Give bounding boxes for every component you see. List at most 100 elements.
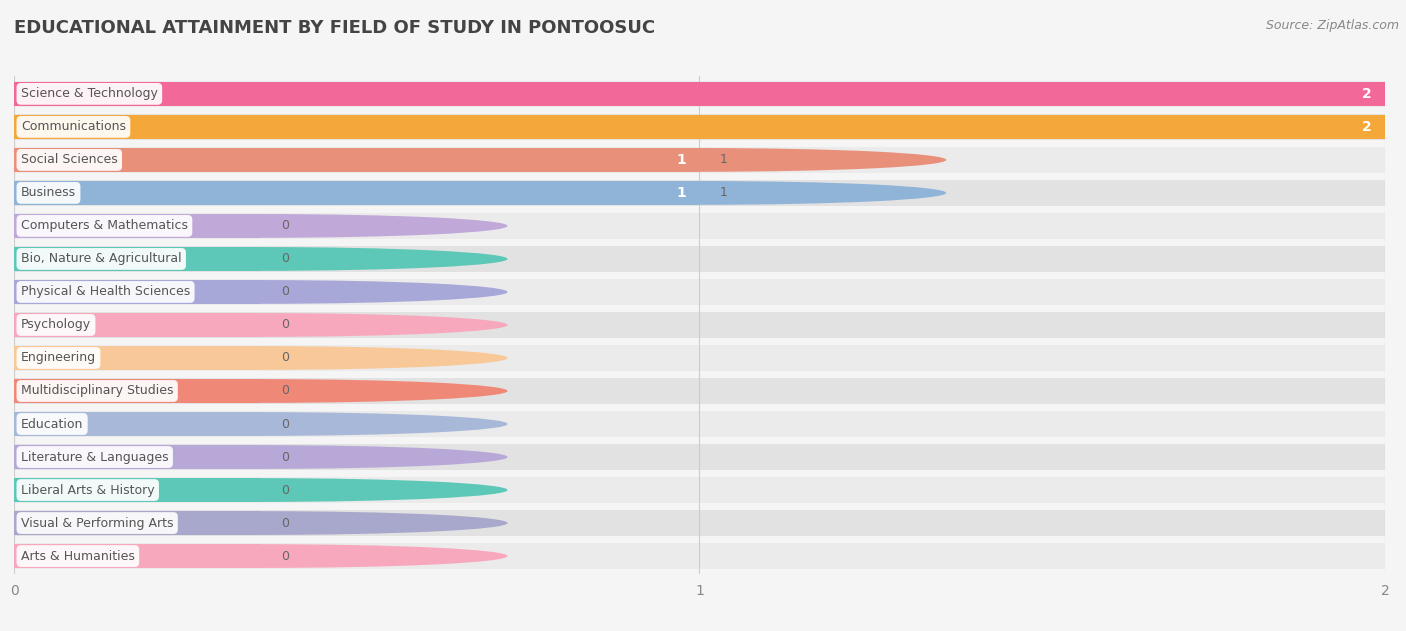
Text: Engineering: Engineering <box>21 351 96 365</box>
Text: Business: Business <box>21 186 76 199</box>
Circle shape <box>14 280 508 304</box>
Circle shape <box>1139 82 1406 106</box>
Bar <box>14 412 262 436</box>
Circle shape <box>0 445 262 469</box>
Circle shape <box>0 444 281 470</box>
Text: Communications: Communications <box>21 121 127 133</box>
Bar <box>14 81 1385 107</box>
Circle shape <box>0 115 262 139</box>
Circle shape <box>14 313 508 337</box>
Circle shape <box>14 544 508 568</box>
Text: 0: 0 <box>281 550 290 563</box>
Circle shape <box>0 379 262 403</box>
Circle shape <box>1118 411 1406 437</box>
Text: Science & Technology: Science & Technology <box>21 87 157 100</box>
Circle shape <box>0 312 281 338</box>
Bar <box>14 313 262 337</box>
Text: 0: 0 <box>281 483 290 497</box>
Text: 0: 0 <box>281 517 290 529</box>
Bar <box>14 247 262 271</box>
Circle shape <box>0 345 281 371</box>
Text: Arts & Humanities: Arts & Humanities <box>21 550 135 563</box>
Circle shape <box>453 148 946 172</box>
Circle shape <box>1118 510 1406 536</box>
Bar <box>14 246 1385 272</box>
Circle shape <box>1118 81 1406 107</box>
Text: 0: 0 <box>281 319 290 331</box>
Circle shape <box>1118 114 1406 139</box>
Bar <box>14 510 1385 536</box>
Circle shape <box>0 148 262 172</box>
Bar <box>14 181 700 205</box>
Text: 0: 0 <box>281 220 290 232</box>
Circle shape <box>0 412 262 436</box>
Circle shape <box>14 478 508 502</box>
Text: Multidisciplinary Studies: Multidisciplinary Studies <box>21 384 173 398</box>
Circle shape <box>14 511 508 535</box>
Circle shape <box>14 346 508 370</box>
Text: 1: 1 <box>676 153 686 167</box>
Text: 1: 1 <box>676 186 686 200</box>
Bar <box>14 148 700 172</box>
Text: 0: 0 <box>281 451 290 464</box>
Circle shape <box>0 510 281 536</box>
Circle shape <box>14 379 508 403</box>
Text: Education: Education <box>21 418 83 430</box>
Circle shape <box>0 279 281 305</box>
Circle shape <box>0 114 281 139</box>
Text: 0: 0 <box>281 351 290 365</box>
Text: Computers & Mathematics: Computers & Mathematics <box>21 220 188 232</box>
Circle shape <box>0 147 281 173</box>
Text: Literature & Languages: Literature & Languages <box>21 451 169 464</box>
Circle shape <box>1118 213 1406 239</box>
Circle shape <box>0 478 262 502</box>
Circle shape <box>1118 147 1406 173</box>
Circle shape <box>0 346 262 370</box>
Circle shape <box>1118 312 1406 338</box>
Bar <box>14 543 1385 569</box>
Text: Liberal Arts & History: Liberal Arts & History <box>21 483 155 497</box>
Bar <box>14 346 262 370</box>
Bar <box>14 444 1385 470</box>
Circle shape <box>1118 543 1406 569</box>
Text: Source: ZipAtlas.com: Source: ZipAtlas.com <box>1265 19 1399 32</box>
Bar <box>14 445 262 469</box>
Bar <box>14 379 262 403</box>
Circle shape <box>1118 444 1406 470</box>
Circle shape <box>1118 180 1406 206</box>
Circle shape <box>0 81 281 107</box>
Text: Physical & Health Sciences: Physical & Health Sciences <box>21 285 190 298</box>
Bar <box>14 147 1385 173</box>
Circle shape <box>0 280 262 304</box>
Bar <box>14 115 1385 139</box>
Text: EDUCATIONAL ATTAINMENT BY FIELD OF STUDY IN PONTOOSUC: EDUCATIONAL ATTAINMENT BY FIELD OF STUDY… <box>14 19 655 37</box>
Text: 0: 0 <box>281 418 290 430</box>
Text: Social Sciences: Social Sciences <box>21 153 118 167</box>
Text: Visual & Performing Arts: Visual & Performing Arts <box>21 517 173 529</box>
Bar <box>14 511 262 535</box>
Circle shape <box>0 247 262 271</box>
Bar <box>14 312 1385 338</box>
Circle shape <box>14 247 508 271</box>
Text: 1: 1 <box>720 186 728 199</box>
Circle shape <box>0 543 281 569</box>
Bar <box>14 544 262 568</box>
Text: Psychology: Psychology <box>21 319 91 331</box>
Bar <box>14 345 1385 371</box>
Text: 2: 2 <box>1361 87 1371 101</box>
Circle shape <box>0 378 281 404</box>
Circle shape <box>1139 115 1406 139</box>
Bar <box>14 477 1385 503</box>
Circle shape <box>0 411 281 437</box>
Circle shape <box>1118 477 1406 503</box>
Circle shape <box>0 180 281 206</box>
Bar <box>14 114 1385 139</box>
Circle shape <box>1118 378 1406 404</box>
Bar <box>14 378 1385 404</box>
Circle shape <box>0 181 262 205</box>
Text: Bio, Nature & Agricultural: Bio, Nature & Agricultural <box>21 252 181 266</box>
Text: 0: 0 <box>281 384 290 398</box>
Circle shape <box>0 246 281 272</box>
Circle shape <box>14 445 508 469</box>
Bar <box>14 180 1385 206</box>
